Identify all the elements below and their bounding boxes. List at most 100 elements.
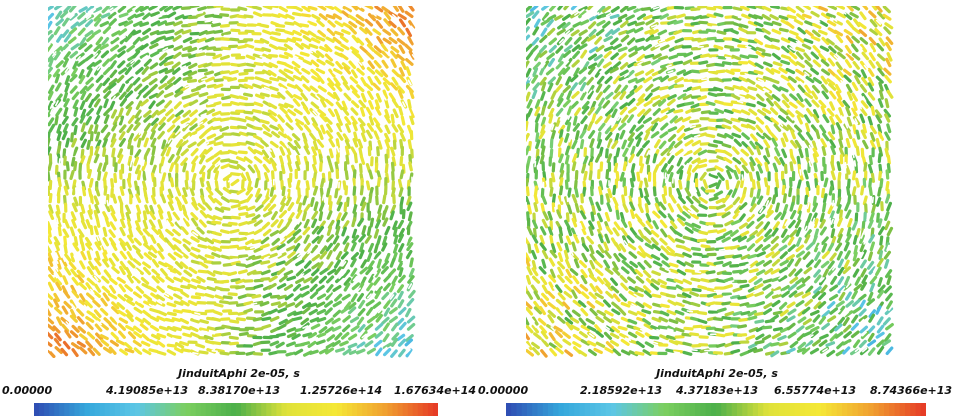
vector-glyph — [847, 108, 850, 115]
vector-glyph-highlight — [529, 76, 532, 80]
vector-glyph — [735, 172, 738, 179]
vector-glyph-highlight — [248, 80, 253, 81]
vector-glyph — [401, 323, 406, 328]
vector-glyph — [237, 287, 244, 288]
vector-glyph — [97, 38, 101, 44]
vector-glyph — [694, 254, 701, 255]
vector-glyph — [653, 88, 659, 91]
vector-glyph — [533, 344, 539, 348]
vector-glyph — [605, 261, 609, 267]
vector-glyph — [880, 172, 881, 179]
vector-glyph — [193, 157, 197, 163]
colorbar-segment — [382, 403, 388, 416]
vector-glyph — [715, 6, 722, 8]
vector-glyph — [704, 181, 706, 188]
vector-glyph — [613, 103, 618, 108]
vector-glyph — [81, 133, 85, 139]
vector-glyph — [71, 76, 76, 81]
vector-glyph — [872, 127, 876, 133]
vector-glyph — [326, 55, 331, 60]
vector-glyph — [237, 264, 244, 265]
vector-glyph — [701, 174, 705, 180]
vector-glyph — [550, 60, 554, 66]
vector-glyph — [337, 227, 339, 234]
vector-glyph — [660, 159, 664, 165]
vector-glyph — [605, 301, 610, 306]
vector-glyph — [759, 166, 762, 173]
vector-glyph — [238, 119, 245, 121]
vector-glyph — [870, 157, 871, 164]
vector-glyph — [48, 68, 51, 74]
vector-glyph — [780, 246, 786, 250]
vector-glyph — [206, 256, 213, 258]
vector-glyph — [65, 303, 70, 308]
vector-glyph — [73, 326, 78, 331]
vector-glyph — [370, 117, 372, 124]
vector-glyph — [637, 303, 643, 307]
vector-glyph — [261, 25, 268, 26]
vector-glyph-highlight — [148, 133, 151, 137]
vector-glyph — [65, 35, 69, 41]
vector-glyph-highlight — [408, 356, 412, 358]
vector-glyph — [161, 77, 166, 82]
vector-glyph — [862, 6, 867, 9]
vector-glyph — [189, 302, 195, 305]
vector-glyph — [64, 19, 68, 25]
vector-glyph — [821, 214, 823, 221]
vector-glyph — [231, 96, 238, 98]
vector-glyph — [320, 15, 326, 19]
vector-glyph — [110, 231, 114, 237]
vector-glyph — [678, 159, 681, 165]
vector-glyph — [232, 174, 239, 175]
vector-glyph — [154, 260, 158, 266]
vector-glyph — [221, 15, 228, 16]
vector-glyph — [763, 30, 769, 33]
vector-glyph — [158, 37, 165, 39]
vector-glyph — [184, 112, 189, 116]
vector-glyph — [206, 128, 212, 132]
vector-glyph — [630, 312, 637, 315]
vector-glyph — [152, 132, 155, 139]
vector-glyph — [654, 222, 657, 228]
vector-glyph — [717, 237, 724, 240]
vector-glyph — [137, 102, 140, 108]
vector-glyph — [557, 63, 562, 68]
vector-glyph — [574, 343, 580, 346]
vector-glyph — [526, 147, 528, 154]
vector-glyph — [277, 334, 284, 335]
vector-glyph — [709, 231, 716, 232]
vector-glyph — [321, 163, 322, 170]
vector-glyph — [278, 62, 285, 64]
vector-glyph — [359, 326, 364, 331]
vector-glyph — [853, 316, 857, 322]
vector-glyph — [287, 304, 294, 307]
vector-glyph-highlight — [765, 332, 770, 334]
vector-glyph — [798, 117, 801, 123]
vector-glyph — [572, 103, 577, 108]
vector-glyph — [661, 239, 666, 244]
vector-glyph — [375, 132, 378, 138]
vector-glyph — [591, 285, 595, 291]
vector-glyph — [849, 93, 852, 99]
colorbar-segment — [191, 403, 197, 416]
vector-glyph — [174, 6, 180, 9]
vector-glyph — [153, 228, 158, 233]
vector-glyph — [386, 126, 389, 132]
colorbar-segment — [201, 403, 207, 416]
colorbar-segment — [246, 403, 252, 416]
vector-glyph — [239, 239, 246, 241]
vector-glyph — [394, 100, 398, 106]
vector-glyph — [327, 38, 333, 41]
vector-glyph — [360, 101, 365, 106]
vector-glyph — [848, 131, 851, 138]
vector-glyph — [201, 321, 208, 323]
vector-glyph — [766, 94, 771, 99]
vector-glyph — [203, 173, 204, 180]
vector-glyph — [175, 103, 180, 108]
vector-glyph — [553, 164, 554, 171]
vector-glyph — [101, 45, 107, 48]
vector-glyph — [822, 140, 825, 146]
vector-glyph-highlight — [739, 17, 744, 18]
vector-glyph — [322, 126, 325, 133]
vector-glyph — [683, 334, 690, 335]
